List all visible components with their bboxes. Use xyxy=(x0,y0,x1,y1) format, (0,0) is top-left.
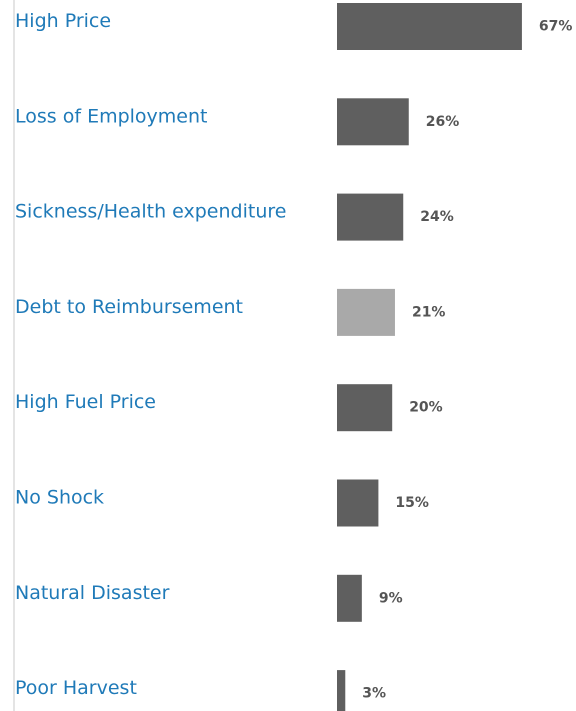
bar xyxy=(337,288,395,336)
category-label: High Fuel Price xyxy=(15,391,156,413)
category-label: Poor Harvest xyxy=(15,677,137,699)
bar xyxy=(337,193,404,241)
value-label: 26% xyxy=(426,114,460,130)
category-label: Sickness/Health expenditure xyxy=(15,201,286,223)
value-label: 9% xyxy=(379,590,403,606)
value-label: 24% xyxy=(420,209,454,225)
value-label: 67% xyxy=(539,19,573,35)
value-label: 3% xyxy=(362,686,386,702)
bar xyxy=(337,574,362,622)
value-label: 21% xyxy=(412,304,446,320)
bar xyxy=(337,98,409,146)
bar xyxy=(337,670,346,711)
bar xyxy=(337,384,393,432)
category-label: High Price xyxy=(15,10,111,32)
value-label: 15% xyxy=(395,495,429,511)
category-label: Loss of Employment xyxy=(15,105,207,127)
bar xyxy=(337,3,522,50)
bar xyxy=(337,479,379,527)
category-label: Natural Disaster xyxy=(15,582,170,604)
category-label: No Shock xyxy=(15,487,104,509)
value-label: 20% xyxy=(409,400,443,416)
category-label: Debt to Reimbursement xyxy=(15,296,243,318)
